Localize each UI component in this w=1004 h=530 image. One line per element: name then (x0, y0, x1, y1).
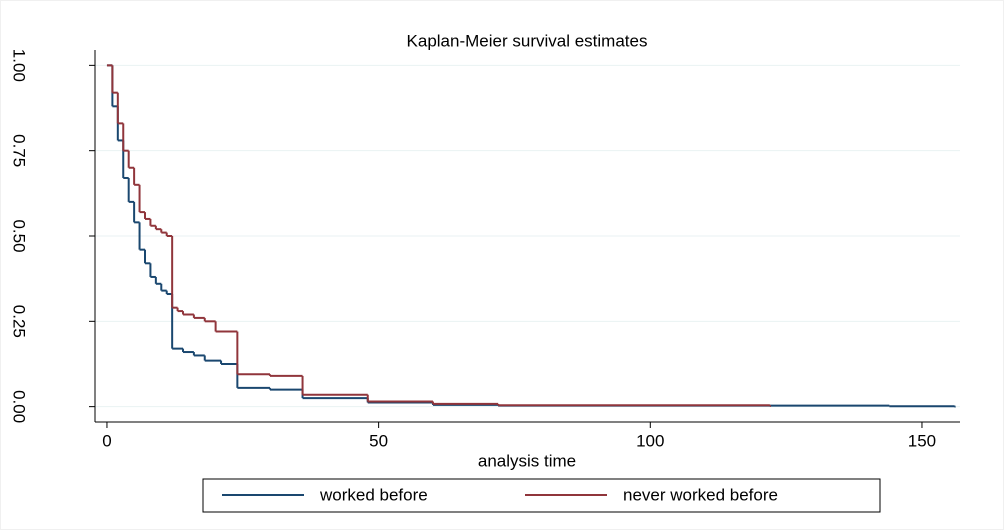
legend-label: worked before (319, 485, 428, 504)
x-tick-label: 100 (636, 431, 664, 450)
x-tick-label: 0 (102, 431, 111, 450)
y-tick-label: 0.50 (10, 219, 29, 252)
x-tick-label: 150 (908, 431, 936, 450)
y-tick-label: 0.75 (10, 134, 29, 167)
legend-label: never worked before (623, 485, 778, 504)
y-tick-label: 0.25 (10, 305, 29, 338)
x-tick-label: 50 (369, 431, 388, 450)
chart-title: Kaplan-Meier survival estimates (407, 31, 648, 50)
x-axis-label: analysis time (478, 451, 576, 470)
y-tick-label: 0.00 (10, 390, 29, 423)
y-tick-label: 1.00 (10, 49, 29, 82)
